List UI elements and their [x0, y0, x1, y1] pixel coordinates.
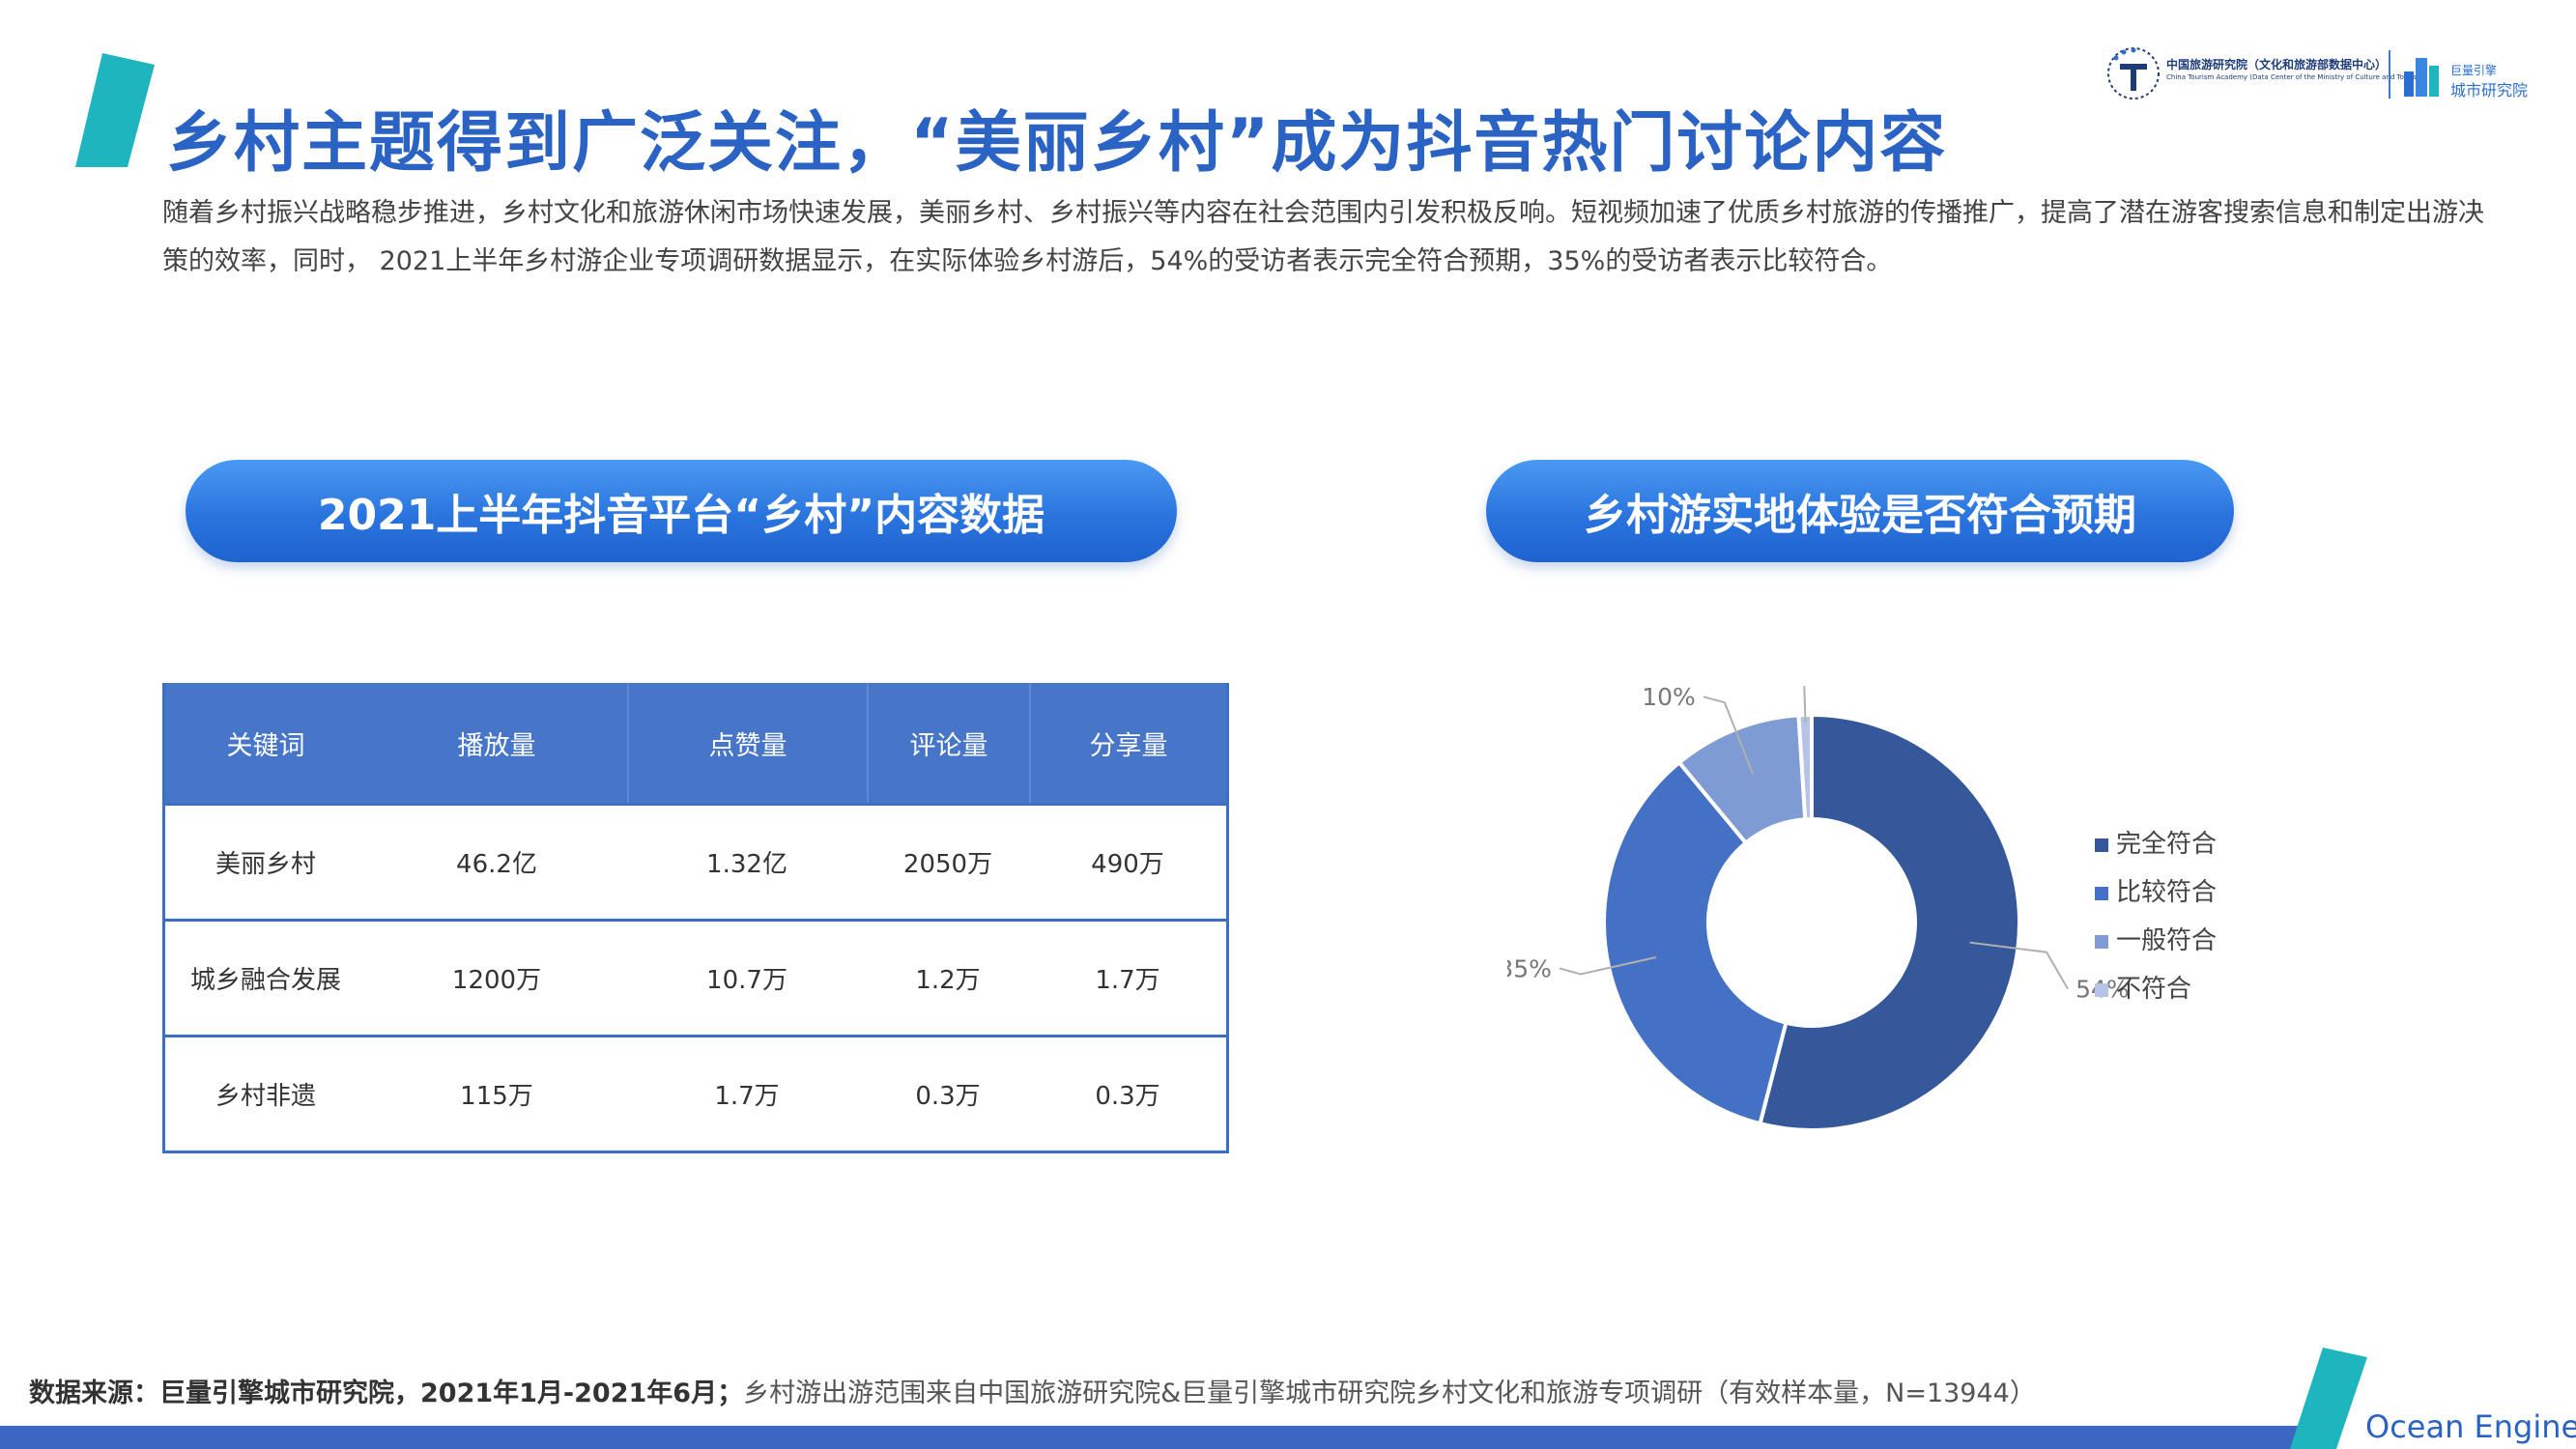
footer-accent-shape [2290, 1348, 2367, 1449]
tourism-academy-logo-subtext: China Tourism Academy (Data Center of th… [2166, 73, 2426, 81]
table-cell: 490万 [1091, 850, 1164, 879]
leader-line-1 [1559, 956, 1657, 976]
city-institute-logo-line1: 巨量引擎 [2450, 64, 2498, 77]
table-cell: 10.7万 [706, 966, 787, 995]
header-logos: 中国旅游研究院（文化和旅游部数据中心） China Tourism Academ… [2106, 43, 2551, 106]
table-header-cell: 点赞量 [627, 683, 867, 803]
data-source-note: 数据来源：巨量引擎城市研究院，2021年1月-2021年6月；乡村游出游范围来自… [29, 1372, 2036, 1409]
table-cell: 46.2亿 [456, 850, 537, 879]
page-title: 乡村主题得到广泛关注，“美丽乡村”成为抖音热门讨论内容 [166, 105, 1948, 182]
legend-swatch-2 [2095, 935, 2108, 949]
data-source-label: 数据来源：巨量引擎城市研究院，2021年1月-2021年6月； [29, 1378, 744, 1408]
legend-label-1: 比较符合 [2116, 878, 2217, 907]
legend-label-0: 完全符合 [2116, 830, 2217, 859]
legend-label-2: 一般符合 [2116, 926, 2217, 955]
table-header-cell: 分享量 [1029, 683, 1226, 803]
legend-label-3: 不符合 [2116, 975, 2191, 1004]
intro-paragraph: 随着乡村振兴战略稳步推进，乡村文化和旅游休闲市场快速发展，美丽乡村、乡村振兴等内… [162, 198, 2484, 276]
brand-wordmark: Ocean Engine [2365, 1408, 2576, 1445]
tourism-academy-logo-icon [2107, 47, 2160, 99]
legend-swatch-1 [2095, 887, 2108, 900]
donut-slice-3 [1796, 712, 1814, 822]
data-label-1: 35% [1507, 954, 1552, 982]
table-section-heading: 2021上半年抖音平台“乡村”内容数据 [186, 460, 1177, 562]
legend-swatch-0 [2095, 838, 2108, 852]
table-cell: 1.7万 [714, 1082, 780, 1111]
table-cell: 1.2万 [915, 966, 981, 995]
chart-section-heading: 乡村游实地体验是否符合预期 [1486, 460, 2234, 562]
table-cell: 115万 [460, 1082, 533, 1111]
tourism-academy-logo-text: 中国旅游研究院（文化和旅游部数据中心） [2166, 58, 2388, 71]
table-header-cell: 评论量 [867, 683, 1029, 803]
table-cell: 1200万 [451, 966, 542, 995]
table-row: 美丽乡村 46.2亿 1.32亿 2050万 490万 [165, 803, 1226, 919]
table-cell: 2050万 [902, 850, 993, 879]
table-cell: 0.3万 [1095, 1082, 1160, 1111]
leader-line-3 [1803, 686, 1807, 724]
donut-slice-1 [1602, 759, 1789, 1126]
table-header-cell: 关键词 [226, 730, 305, 761]
data-label-2: 10% [1642, 683, 1696, 711]
donut-slice-0 [1758, 712, 2021, 1132]
legend-swatch-3 [2095, 983, 2108, 997]
content-data-table: 关键词 播放量 点赞量 评论量 分享量 美丽乡村 46.2亿 1.32亿 205… [162, 683, 1229, 1153]
city-institute-logo-icon [2404, 58, 2439, 97]
logo-divider [2389, 50, 2390, 99]
table-header-row: 关键词 播放量 点赞量 评论量 分享量 [165, 683, 1226, 803]
table-cell: 乡村非遗 [215, 1082, 316, 1111]
table-cell: 1.32亿 [706, 850, 787, 879]
title-accent-shape [75, 53, 155, 167]
table-row: 城乡融合发展 1200万 10.7万 1.2万 1.7万 [165, 919, 1226, 1035]
table-row: 乡村非遗 115万 1.7万 0.3万 0.3万 [165, 1035, 1226, 1151]
footer-bar [0, 1426, 2300, 1449]
table-header-cell: 播放量 [457, 730, 536, 761]
table-cell: 0.3万 [915, 1082, 981, 1111]
leader-line-0 [1969, 941, 2069, 990]
data-label-3: 1% [1792, 676, 1831, 678]
table-cell: 城乡融合发展 [189, 966, 341, 995]
data-source-detail: 乡村游出游范围来自中国旅游研究院&巨量引擎城市研究院乡村文化和旅游专项调研（有效… [743, 1378, 2036, 1408]
table-cell: 美丽乡村 [215, 850, 316, 879]
leader-line-2 [1703, 696, 1755, 775]
table-cell: 1.7万 [1095, 966, 1160, 995]
city-institute-logo-line2: 城市研究院 [2450, 81, 2529, 99]
